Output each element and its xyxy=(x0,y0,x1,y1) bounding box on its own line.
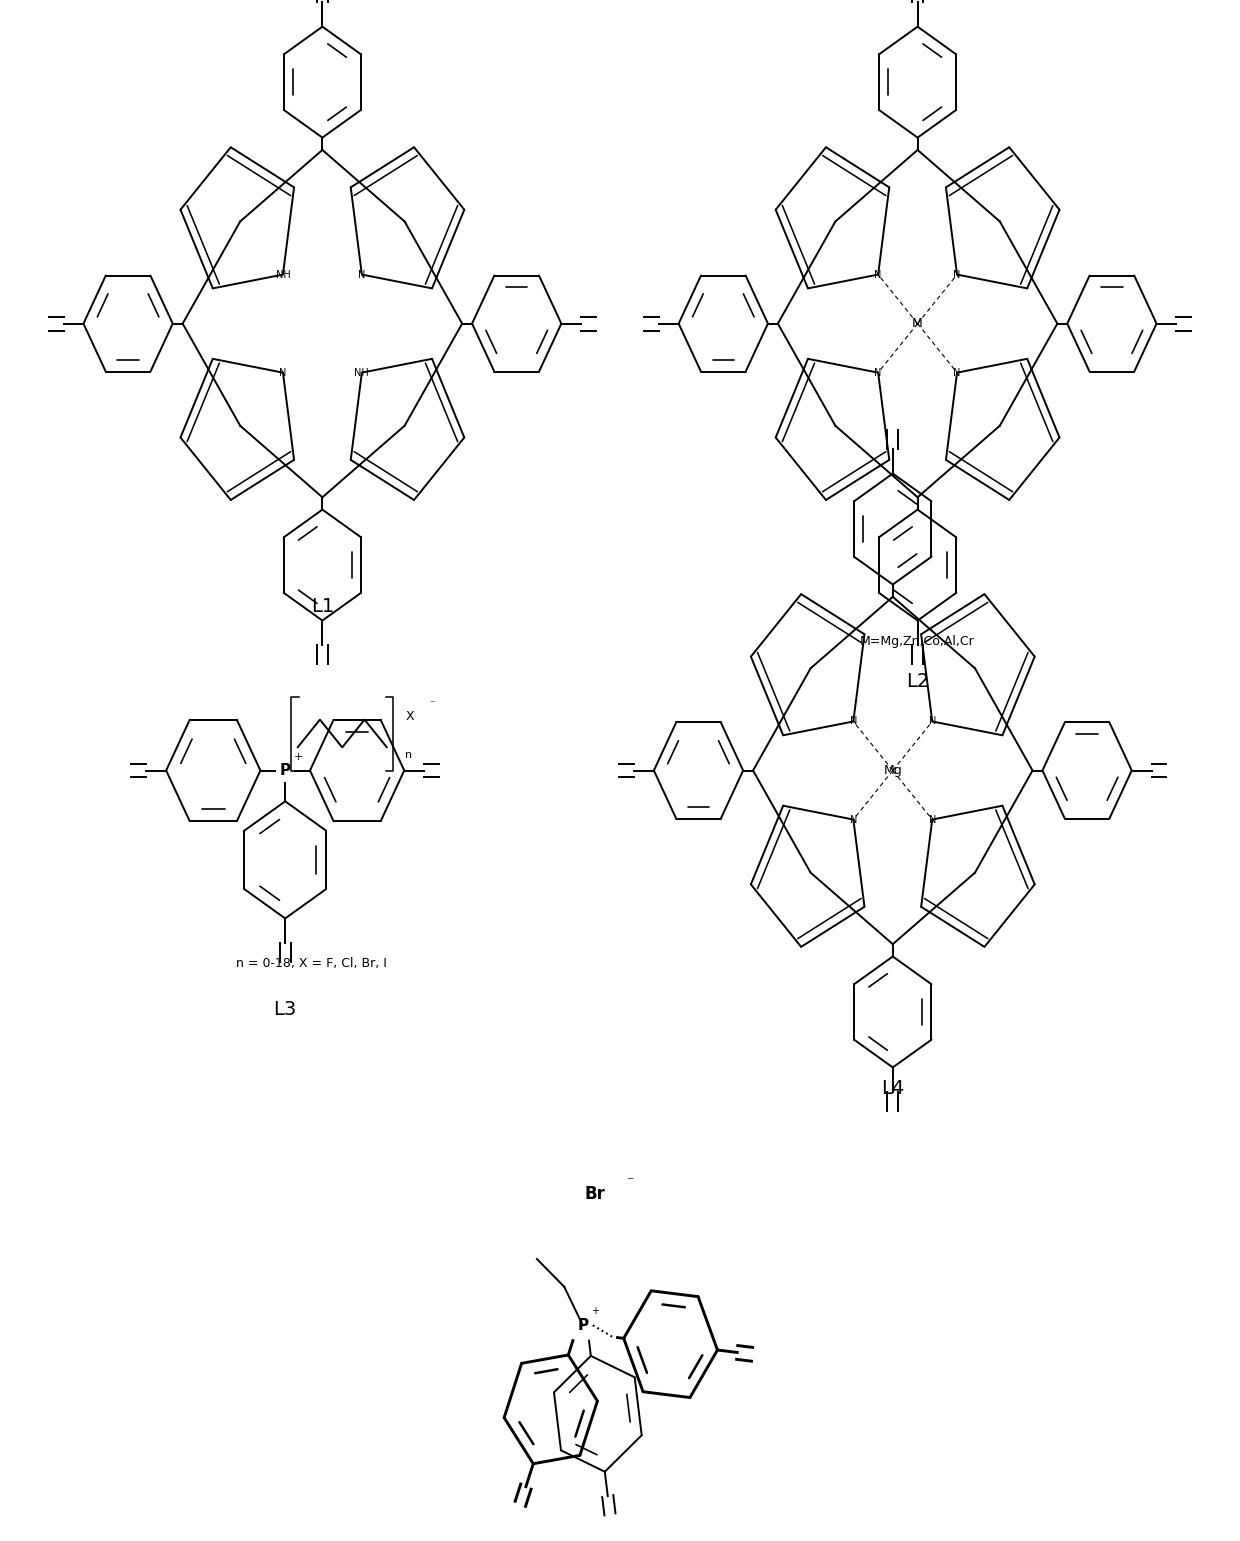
Text: L1: L1 xyxy=(311,598,334,616)
Text: NH: NH xyxy=(275,270,290,279)
Text: M=Mg,Zn,Co,Al,Cr: M=Mg,Zn,Co,Al,Cr xyxy=(861,635,975,647)
Text: Br: Br xyxy=(585,1185,605,1204)
Text: +: + xyxy=(591,1307,599,1316)
Text: +: + xyxy=(294,752,304,761)
Text: N: N xyxy=(358,270,366,279)
Text: N: N xyxy=(954,368,961,378)
Text: ⁻: ⁻ xyxy=(429,700,435,709)
Text: P: P xyxy=(280,763,290,778)
Text: L2: L2 xyxy=(906,672,929,692)
Text: n: n xyxy=(405,750,413,760)
Text: N: N xyxy=(279,368,286,378)
Text: ⁻: ⁻ xyxy=(626,1174,634,1190)
Text: N: N xyxy=(954,270,961,279)
Text: X: X xyxy=(405,710,414,723)
Text: P: P xyxy=(578,1318,588,1333)
Text: L3: L3 xyxy=(274,1000,296,1019)
Text: N: N xyxy=(849,717,857,726)
Text: L4: L4 xyxy=(882,1079,904,1097)
Text: N: N xyxy=(929,717,936,726)
Text: M: M xyxy=(913,317,923,330)
Text: n = 0-18, X = F, Cl, Br, I: n = 0-18, X = F, Cl, Br, I xyxy=(236,957,387,969)
Text: NH: NH xyxy=(355,368,370,378)
Text: N: N xyxy=(849,815,857,824)
Text: N: N xyxy=(874,270,882,279)
Text: Mg: Mg xyxy=(883,764,903,777)
Text: N: N xyxy=(929,815,936,824)
Text: N: N xyxy=(874,368,882,378)
